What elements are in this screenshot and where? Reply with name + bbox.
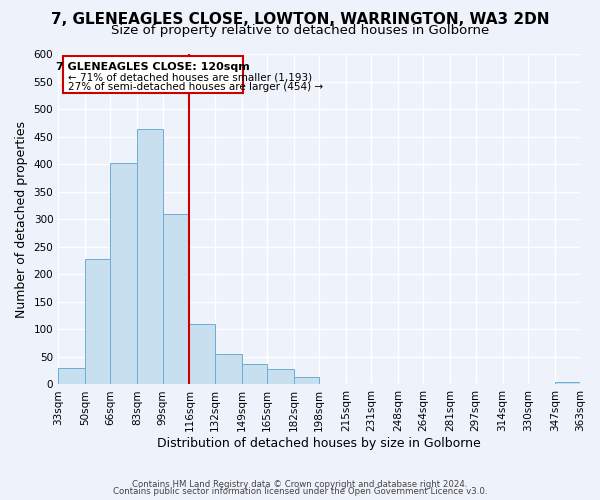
Bar: [110, 163, 137, 384]
Bar: [242, 364, 267, 384]
Bar: [215, 354, 242, 384]
Bar: [190, 324, 215, 384]
Text: 7 GLENEAGLES CLOSE: 120sqm: 7 GLENEAGLES CLOSE: 120sqm: [56, 62, 250, 72]
Text: 27% of semi-detached houses are larger (454) →: 27% of semi-detached houses are larger (…: [68, 82, 323, 92]
Bar: [85, 259, 110, 384]
Bar: [267, 369, 294, 384]
Text: Contains public sector information licensed under the Open Government Licence v3: Contains public sector information licen…: [113, 487, 487, 496]
Text: Size of property relative to detached houses in Golborne: Size of property relative to detached ho…: [111, 24, 489, 37]
Bar: [58, 368, 85, 384]
Bar: [163, 214, 190, 384]
X-axis label: Distribution of detached houses by size in Golborne: Distribution of detached houses by size …: [157, 437, 481, 450]
Bar: [63, 56, 243, 92]
Text: 7, GLENEAGLES CLOSE, LOWTON, WARRINGTON, WA3 2DN: 7, GLENEAGLES CLOSE, LOWTON, WARRINGTON,…: [51, 12, 549, 28]
Text: ← 71% of detached houses are smaller (1,193): ← 71% of detached houses are smaller (1,…: [68, 72, 312, 82]
Bar: [294, 378, 319, 384]
Y-axis label: Number of detached properties: Number of detached properties: [15, 120, 28, 318]
Bar: [137, 130, 163, 384]
Text: Contains HM Land Registry data © Crown copyright and database right 2024.: Contains HM Land Registry data © Crown c…: [132, 480, 468, 489]
Bar: [554, 382, 580, 384]
